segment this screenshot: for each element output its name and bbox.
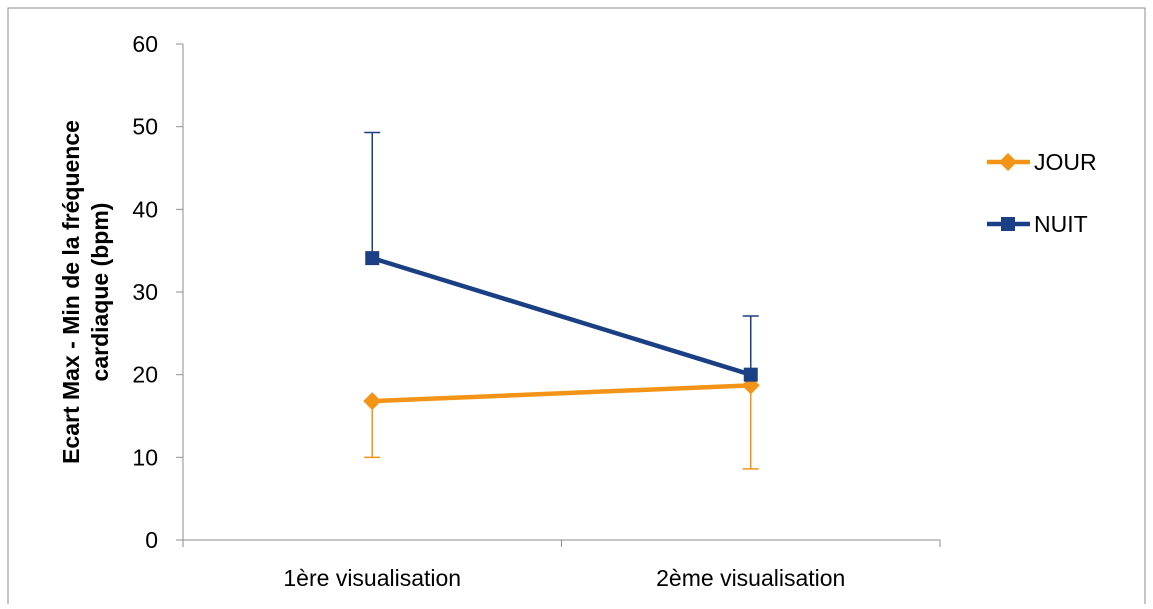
y-tick-label: 0 — [145, 527, 158, 553]
y-tick-label: 50 — [132, 114, 158, 140]
y-tick-label: 60 — [132, 31, 158, 57]
x-tick-label: 2ème visualisation — [656, 565, 845, 591]
legend: JOUR NUIT — [987, 149, 1097, 237]
legend-marker — [1001, 217, 1015, 231]
chart-border — [7, 7, 1146, 607]
legend-marker — [999, 153, 1017, 171]
y-tick-label: 20 — [132, 362, 158, 388]
series-layer — [363, 131, 760, 470]
legend-label: JOUR — [1034, 149, 1097, 175]
axes: 0 10 20 30 40 50 60 1ère visualisation 2ème visu… — [132, 31, 941, 591]
legend-item-nuit: NUIT — [987, 211, 1088, 237]
data-point — [365, 251, 380, 266]
series-line — [372, 383, 751, 404]
y-axis-label-line-1: Ecart Max - Min de la fréquence — [58, 120, 84, 464]
series-nuit — [364, 131, 759, 382]
y-tick-label: 10 — [132, 444, 158, 470]
x-tick-label: 1ère visualisation — [283, 565, 461, 591]
data-point — [743, 367, 758, 382]
y-tick-label: 40 — [132, 196, 158, 222]
y-tick-label: 30 — [132, 279, 158, 305]
data-point — [363, 392, 382, 411]
series-line — [371, 255, 752, 377]
legend-label: NUIT — [1034, 211, 1088, 237]
legend-item-jour: JOUR — [987, 149, 1097, 175]
y-axis-label-line-2: cardiaque (bpm) — [87, 203, 113, 382]
